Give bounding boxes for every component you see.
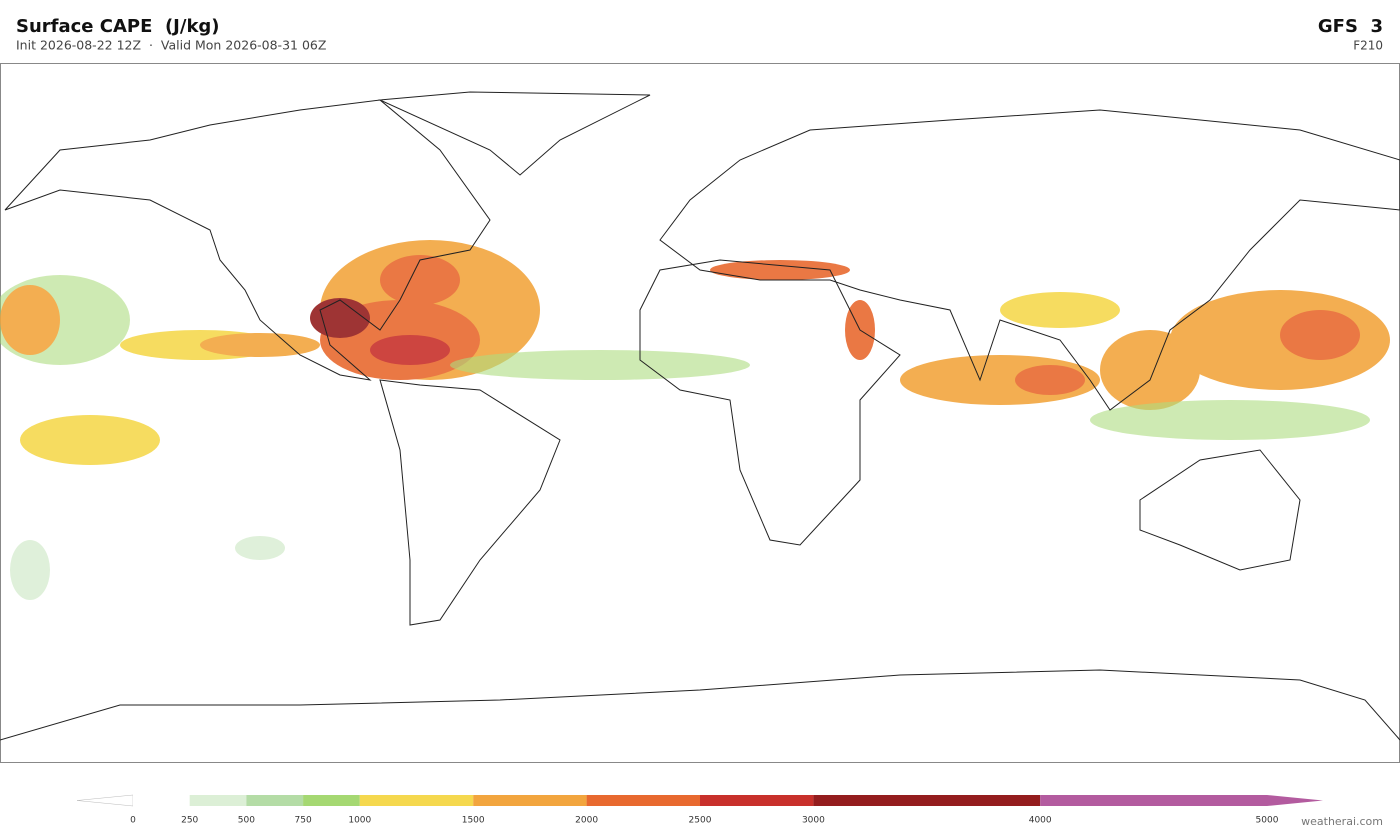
colorbar-segment — [813, 795, 1041, 806]
colorbar-tick-label: 5000 — [1256, 816, 1279, 826]
colorbar-segment — [1040, 795, 1267, 806]
colorbar-tick-label: 500 — [238, 816, 255, 826]
colorbar-tick-label: 2000 — [575, 816, 598, 826]
colorbar-tick-label: 2500 — [689, 816, 712, 826]
map — [0, 63, 1400, 763]
colorbar-tick-label: 250 — [181, 816, 198, 826]
colorbar-segment — [303, 795, 360, 806]
colorbar-segment — [700, 795, 814, 806]
colorbar-extension-low — [76, 794, 134, 807]
colorbar-tick-label: 1000 — [348, 816, 371, 826]
colorbar-segment — [359, 795, 474, 806]
colorbar-tick-label: 4000 — [1029, 816, 1052, 826]
colorbar-tick-label: 750 — [295, 816, 312, 826]
colorbar-tick-label: 0 — [130, 816, 136, 826]
colorbar-tick-label: 1500 — [462, 816, 485, 826]
colorbar-segment — [473, 795, 587, 806]
colorbar-segment — [189, 795, 247, 806]
cape-field — [0, 240, 1390, 600]
colorbar: 0 250 500 750 1000 1500 2000 2500 3000 4000 5000 — [76, 794, 1323, 826]
model: GFS 3 — [1318, 16, 1383, 37]
forecast-hour: F210 — [1353, 39, 1383, 53]
coastlines — [0, 91, 1400, 741]
subtitle: Init 2026-08-22 12Z · Valid Mon 2026-08-… — [16, 38, 326, 53]
colorbar-segment — [246, 795, 304, 806]
colorbar-tick-label: 3000 — [802, 816, 825, 826]
colorbar-extension-high — [1267, 795, 1323, 806]
credit: weatherai.com — [1301, 815, 1383, 828]
title: Surface CAPE (J/kg) — [16, 16, 220, 37]
colorbar-segment — [133, 795, 190, 806]
colorbar-segment — [586, 795, 700, 806]
